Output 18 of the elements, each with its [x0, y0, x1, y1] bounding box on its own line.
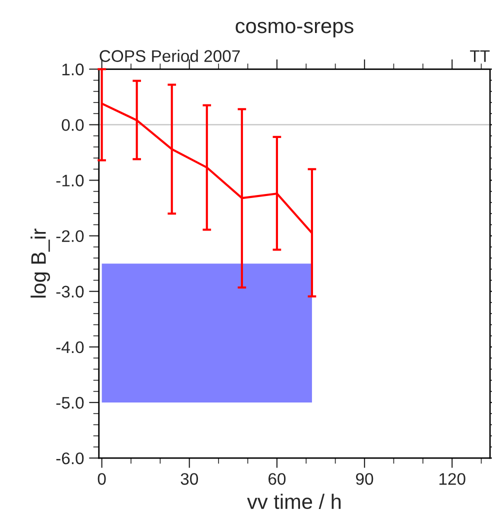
text: TT — [470, 50, 490, 62]
x-axis-title: vv time / h — [247, 494, 341, 510]
y-tick-label: -6.0 — [56, 452, 84, 464]
y-tick-label: -1.0 — [56, 174, 84, 186]
x-tick-label: 30 — [180, 473, 198, 485]
y-axis-title: log B_ir — [30, 228, 50, 298]
y-tick-label: 0.0 — [62, 119, 84, 131]
y-tick-label: 1.0 — [62, 64, 84, 76]
y-tick-label: -4.0 — [56, 341, 84, 354]
text: COPS Period 2007 — [100, 50, 240, 62]
y-tick-label: -2.0 — [56, 230, 84, 242]
chart-title: cosmo-sreps — [236, 22, 354, 38]
x-tick-label: 60 — [268, 473, 286, 485]
x-tick-label: 120 — [439, 473, 466, 485]
y-tick-label: -3.0 — [56, 286, 84, 298]
x-tick-label: 90 — [356, 473, 374, 485]
x-tick-label: 0 — [98, 473, 106, 485]
y-tick-label: -5.0 — [56, 396, 84, 409]
